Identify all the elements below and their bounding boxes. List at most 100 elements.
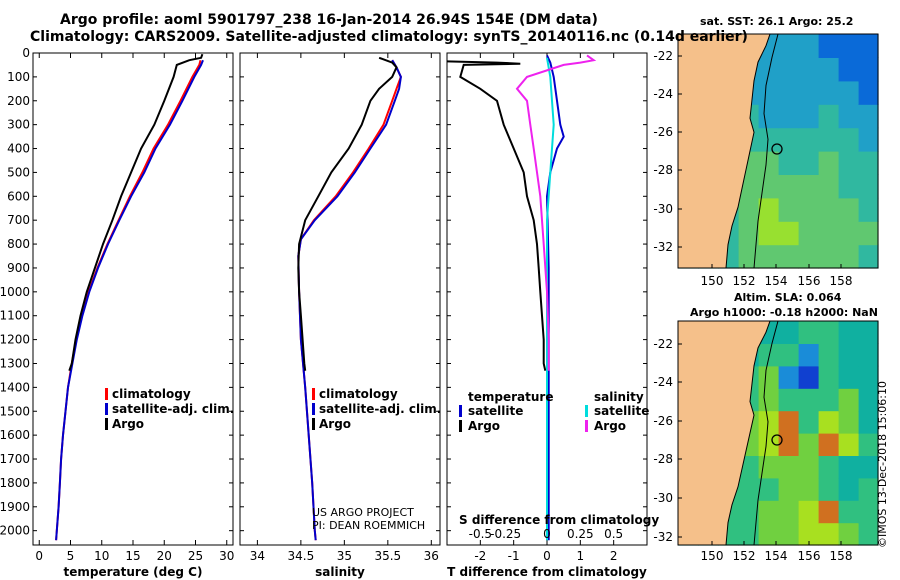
sst-map-field-cell: [778, 57, 799, 82]
sst-map-lat-label: -22: [653, 49, 673, 63]
sla-map-field-cell: [838, 500, 859, 524]
sal-xtick-label: 35: [337, 549, 352, 563]
sla-map-lon-label: 158: [830, 549, 853, 563]
sla-map-field-cell: [818, 321, 839, 344]
sla-map-field-cell: [758, 455, 779, 479]
sst-map-field-cell: [818, 197, 839, 222]
sst-map-lat-label: -32: [653, 240, 673, 254]
sal-series-satellite-adj-clim-: [297, 59, 402, 541]
diff-legend-temperature-label: Argo: [468, 419, 500, 433]
diff-salinity-tick-label: 0: [543, 527, 551, 541]
sla-map-field-cell: [798, 455, 819, 479]
sla-map-lon-label: 156: [798, 549, 821, 563]
sla-map-field-cell: [798, 522, 819, 546]
sst-map-field-cell: [778, 127, 799, 152]
sla-map-field-cell: [858, 365, 879, 389]
sla-map-field-cell: [778, 365, 799, 389]
sal-legend-label: climatology: [319, 387, 398, 401]
sst-map-field-cell: [738, 197, 759, 222]
sst-map-field-cell: [798, 221, 819, 246]
project-annotation: US ARGO PROJECT: [312, 506, 414, 519]
sst-map-lat-label: -30: [653, 202, 673, 216]
diff-legend-salinity-swatch: [585, 405, 588, 417]
depth-tick-label: 500: [7, 165, 30, 179]
depth-tick-label: 300: [7, 118, 30, 132]
sst-map-field-cell: [758, 221, 779, 246]
sst-map-field-cell: [838, 34, 859, 58]
temp-xtick-label: 5: [67, 549, 75, 563]
sst-map-land: [677, 33, 771, 269]
sal-xtick-label: 34.5: [288, 549, 315, 563]
sla-map-field-cell: [798, 410, 819, 434]
temp-legend-label: satellite-adj. clim.: [112, 402, 234, 416]
sla-map-field-cell: [778, 477, 799, 501]
pi-annotation: PI: DEAN ROEMMICH: [312, 519, 425, 532]
temp-legend-swatch: [105, 418, 108, 430]
sla-map-land: [677, 320, 771, 546]
diff-top-axis-label: S difference from climatology: [459, 513, 659, 527]
depth-tick-label: 200: [7, 94, 30, 108]
sla-map-field-cell: [798, 477, 819, 501]
diff-axis-label: T difference from climatology: [447, 565, 647, 579]
sla-map-field-cell: [858, 321, 879, 344]
sst-map-field-cell: [858, 244, 879, 269]
temp-legend-label: climatology: [112, 387, 191, 401]
sst-map-field-cell: [818, 244, 839, 269]
sla-map-field-cell: [758, 500, 779, 524]
sal-legend-swatch: [312, 418, 315, 430]
sla-map-field-cell: [858, 343, 879, 367]
sst-map-field-cell: [798, 151, 819, 175]
sst-map-field-cell: [838, 174, 859, 199]
sst-map-float-position: [771, 143, 783, 155]
sst-map-lon-label: 154: [765, 274, 788, 288]
sla-map-lat-label: -22: [653, 337, 673, 351]
sla-map-field-cell: [758, 343, 779, 367]
depth-tick-label: 100: [7, 70, 30, 84]
sst-map-field-cell: [738, 221, 759, 246]
depth-tick-label: 2000: [0, 524, 30, 538]
temp-xtick-label: 0: [35, 549, 43, 563]
sla-map-lat-label: -26: [653, 414, 673, 428]
sst-map-field-cell: [778, 221, 799, 246]
sst-map-contour: [753, 33, 779, 269]
sla-map-field-cell: [838, 365, 859, 389]
diff-legend-temperature-label: satellite: [468, 404, 523, 418]
sst-map-field-cell: [838, 57, 859, 82]
sla-map-field-cell: [798, 500, 819, 524]
temp-xtick-label: 10: [94, 549, 109, 563]
sla-map-field-cell: [818, 343, 839, 367]
sla-map-field-cell: [778, 321, 799, 344]
depth-tick-label: 1600: [0, 428, 30, 442]
diff-legend-temperature-heading: temperature: [468, 390, 553, 404]
sst-map-field-cell: [798, 80, 819, 105]
sla-map-field-cell: [778, 433, 799, 456]
depth-tick-label: 900: [7, 261, 30, 275]
sst-map-field-cell: [818, 57, 839, 82]
sla-map-lat-label: -24: [653, 375, 673, 389]
sst-map-field-cell: [818, 151, 839, 175]
sst-map-field-cell: [838, 104, 859, 129]
sla-map-frame: [677, 320, 879, 546]
temp-legend-swatch: [105, 388, 108, 400]
sst-map-field-cell: [778, 174, 799, 199]
sst-map-field-cell: [758, 197, 779, 222]
sst-map-field-cell: [778, 197, 799, 222]
sst-map-field-cell: [758, 57, 779, 82]
sst-map-field-cell: [778, 80, 799, 105]
sla-map-field-cell: [858, 455, 879, 479]
sla-map-field-cell: [858, 522, 879, 546]
figure-title-line1: Argo profile: aoml 5901797_238 16-Jan-20…: [60, 12, 598, 28]
sla-map-lon-label: 152: [733, 549, 756, 563]
diff-legend-salinity-label: Argo: [594, 419, 626, 433]
sst-map-lat-label: -28: [653, 163, 673, 177]
sst-map-field-cell: [818, 80, 839, 105]
sst-map-lon-label: 156: [798, 274, 821, 288]
sla-map-contour: [753, 320, 779, 546]
depth-tick-label: 1200: [0, 333, 30, 347]
sla-map-field-cell: [758, 388, 779, 412]
sla-map-lat-label: -28: [653, 452, 673, 466]
sla-map-field-cell: [738, 477, 759, 501]
sst-map-field-cell: [858, 221, 879, 246]
sal-xtick-label: 35.5: [374, 549, 401, 563]
